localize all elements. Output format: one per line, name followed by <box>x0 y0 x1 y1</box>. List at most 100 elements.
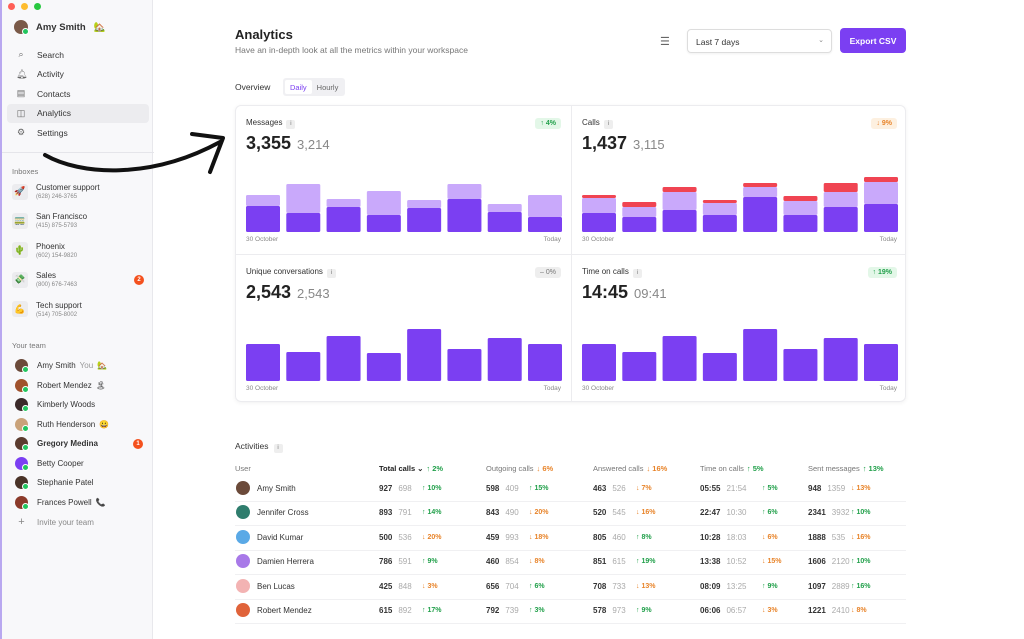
sidebar-item-contacts[interactable]: ▤ Contacts <box>7 84 149 104</box>
bar-primary-segment[interactable] <box>702 215 737 232</box>
team-member[interactable]: Robert Mendez 🏝 <box>15 378 143 393</box>
team-member[interactable]: Amy Smith You 🏡 <box>15 359 143 373</box>
invite-team-button[interactable]: + Invite your team <box>15 516 143 528</box>
bar-secondary-segment[interactable] <box>823 192 858 207</box>
bar-primary-segment[interactable] <box>582 344 616 381</box>
info-icon[interactable]: i <box>286 120 296 129</box>
maximize-window-button[interactable] <box>34 3 41 10</box>
export-csv-button[interactable]: Export CSV <box>840 28 906 53</box>
sidebar-item-activity[interactable]: 🔔︎ Activity <box>7 65 149 85</box>
bar-secondary-segment[interactable] <box>407 200 442 208</box>
bar-secondary-segment[interactable] <box>246 195 280 206</box>
bar-primary-segment[interactable] <box>528 344 562 381</box>
bar-primary-segment[interactable] <box>622 352 657 381</box>
bar-primary-segment[interactable] <box>622 217 657 232</box>
bar-primary-segment[interactable] <box>447 349 482 381</box>
table-row[interactable]: Jennifer Cross 893 791 ↑ 14% 843 490 ↓ 20% 520 5… <box>235 502 906 527</box>
bar-missed-segment[interactable] <box>702 200 737 203</box>
filter-icon[interactable]: ☰ <box>660 36 670 48</box>
bar-missed-segment[interactable] <box>864 177 898 182</box>
bar-primary-segment[interactable] <box>783 215 818 232</box>
bar-missed-segment[interactable] <box>783 196 818 201</box>
column-header-sent-messages[interactable]: Sent messages ↑ 13% <box>808 464 884 473</box>
sidebar-item-analytics[interactable]: ◫ Analytics <box>7 103 149 123</box>
inbox-item[interactable]: 💸 Sales (800) 676-7463 2 <box>12 271 144 288</box>
bar-primary-segment[interactable] <box>528 217 562 232</box>
column-header-time-on-calls[interactable]: Time on calls ↑ 5% <box>700 464 764 473</box>
inbox-item[interactable]: 🌵 Phoenix (602) 154-9820 <box>12 242 144 259</box>
info-icon[interactable]: i <box>603 120 613 129</box>
bar-secondary-segment[interactable] <box>487 204 522 212</box>
table-row[interactable]: Damien Herrera 786 591 ↑ 9% 460 854 ↓ 8% 851 615… <box>235 551 906 576</box>
table-row[interactable]: Amy Smith 927 698 ↑ 10% 598 409 ↑ 15% 463 526 ↓ 7… <box>235 478 906 502</box>
tab-daily[interactable]: Daily <box>285 80 312 94</box>
team-member[interactable]: Stephanie Patel <box>15 476 143 490</box>
bar-secondary-segment[interactable] <box>326 199 361 207</box>
team-member[interactable]: Ruth Henderson 😀 <box>15 417 143 432</box>
bar-missed-segment[interactable] <box>743 183 778 187</box>
close-window-button[interactable] <box>8 3 15 10</box>
bar-missed-segment[interactable] <box>622 202 657 207</box>
bar-primary-segment[interactable] <box>286 352 321 381</box>
table-row[interactable]: David Kumar 500 536 ↓ 20% 459 993 ↓ 18% 805 460 ↑… <box>235 527 906 551</box>
bar-primary-segment[interactable] <box>407 208 442 232</box>
column-header-total-calls[interactable]: Total calls ⌄ ↑ 2% <box>379 464 443 473</box>
bar-primary-segment[interactable] <box>783 349 818 381</box>
bar-secondary-segment[interactable] <box>702 203 737 215</box>
info-icon[interactable]: i <box>326 269 336 278</box>
date-range-select[interactable]: Last 7 days ⌄ <box>687 29 832 53</box>
inbox-item[interactable]: 🚃 San Francisco (415) 875-5793 <box>12 212 144 229</box>
team-member[interactable]: Kimberly Woods <box>15 398 143 412</box>
inbox-item[interactable]: 🚀 Customer support (628) 246-3765 <box>12 183 144 200</box>
current-user[interactable]: Amy Smith 🏡 <box>14 20 105 35</box>
sidebar-item-settings[interactable]: ⚙ Settings <box>7 123 149 143</box>
info-icon[interactable]: i <box>273 444 283 453</box>
bar-secondary-segment[interactable] <box>286 184 321 213</box>
bar-primary-segment[interactable] <box>246 206 280 232</box>
inbox-item[interactable]: 💪 Tech support (514) 705-8002 <box>12 301 144 318</box>
column-header-answered-calls[interactable]: Answered calls ↓ 16% <box>593 464 667 473</box>
column-header-user[interactable]: User <box>235 464 251 473</box>
bar-primary-segment[interactable] <box>487 338 522 381</box>
bar-primary-segment[interactable] <box>582 213 616 232</box>
table-row[interactable]: Robert Mendez 615 892 ↑ 17% 792 739 ↑ 3% 578 973… <box>235 600 906 624</box>
bar-primary-segment[interactable] <box>326 336 361 381</box>
bar-secondary-segment[interactable] <box>366 191 401 215</box>
bar-primary-segment[interactable] <box>864 344 898 381</box>
bar-secondary-segment[interactable] <box>528 195 562 217</box>
bar-primary-segment[interactable] <box>246 344 280 381</box>
team-member[interactable]: Gregory Medina 1 <box>15 437 143 451</box>
bar-primary-segment[interactable] <box>366 215 401 232</box>
bar-primary-segment[interactable] <box>743 197 778 232</box>
info-icon[interactable]: i <box>632 269 642 278</box>
bar-secondary-segment[interactable] <box>864 182 898 204</box>
bar-missed-segment[interactable] <box>823 183 858 192</box>
team-member[interactable]: Betty Cooper <box>15 456 143 471</box>
bar-secondary-segment[interactable] <box>622 207 657 217</box>
bar-primary-segment[interactable] <box>407 329 442 381</box>
bar-primary-segment[interactable] <box>447 199 482 232</box>
bar-secondary-segment[interactable] <box>662 192 697 210</box>
bar-secondary-segment[interactable] <box>447 184 482 199</box>
bar-secondary-segment[interactable] <box>582 198 616 213</box>
bar-primary-segment[interactable] <box>662 336 697 381</box>
column-header-outgoing-calls[interactable]: Outgoing calls ↓ 6% <box>486 464 553 473</box>
bar-primary-segment[interactable] <box>743 329 778 381</box>
bar-primary-segment[interactable] <box>366 353 401 381</box>
bar-primary-segment[interactable] <box>487 212 522 232</box>
tab-hourly[interactable]: Hourly <box>316 83 339 92</box>
table-row[interactable]: Ben Lucas 425 848 ↓ 3% 656 704 ↑ 6% 708 733 ↓ 13%… <box>235 576 906 600</box>
bar-secondary-segment[interactable] <box>783 201 818 215</box>
bar-primary-segment[interactable] <box>286 213 321 232</box>
bar-primary-segment[interactable] <box>662 210 697 232</box>
bar-missed-segment[interactable] <box>582 195 616 198</box>
minimize-window-button[interactable] <box>21 3 28 10</box>
team-member[interactable]: Frances Powell 📞 <box>15 495 143 510</box>
bar-primary-segment[interactable] <box>326 207 361 232</box>
bar-primary-segment[interactable] <box>702 353 737 381</box>
bar-primary-segment[interactable] <box>823 338 858 381</box>
sidebar-item-search[interactable]: ⌕ Search <box>7 45 149 65</box>
bar-primary-segment[interactable] <box>864 204 898 232</box>
bar-secondary-segment[interactable] <box>743 187 778 197</box>
bar-missed-segment[interactable] <box>662 187 697 192</box>
